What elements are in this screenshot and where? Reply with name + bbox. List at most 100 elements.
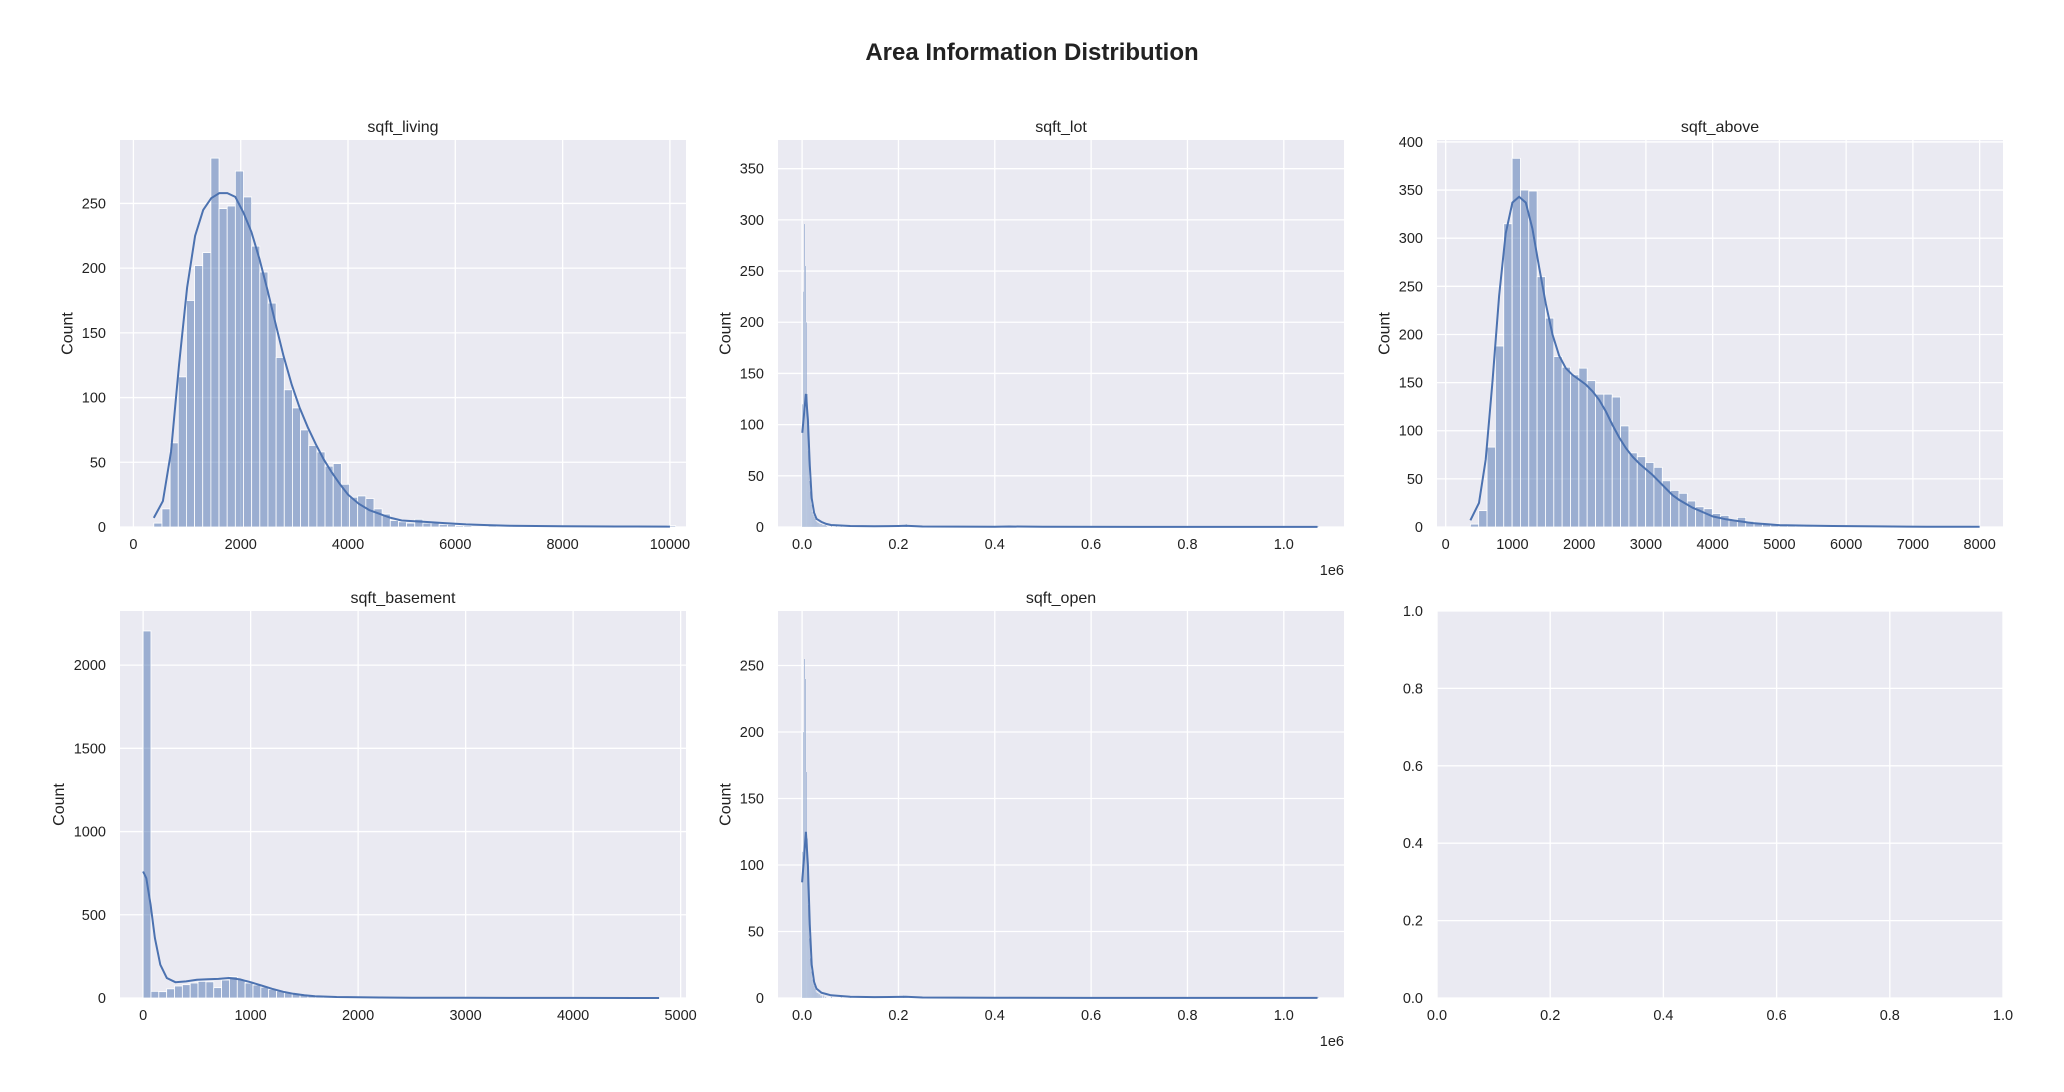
y-tick-label: 50: [1407, 472, 1423, 488]
histogram-bar: [283, 389, 293, 528]
histogram-bar: [234, 170, 244, 528]
histogram-bar: [820, 523, 822, 528]
histogram-bar: [1520, 189, 1530, 528]
y-tick-label: 0.4: [1403, 836, 1423, 852]
histogram-bar: [825, 524, 827, 528]
histogram-bar: [142, 630, 152, 999]
x-tick-label: 6000: [1830, 537, 1862, 553]
y-tick-label: 250: [1399, 279, 1423, 295]
y-tick-label: 100: [1399, 424, 1423, 440]
y-tick-label: 150: [740, 366, 764, 382]
x-tick-label: 3000: [1630, 537, 1662, 553]
histogram-bar: [197, 980, 207, 999]
histogram-bar: [243, 196, 253, 528]
histogram-bar: [186, 300, 195, 528]
histogram-bar: [813, 516, 815, 528]
histogram-bar: [1469, 523, 1480, 528]
histogram-bar: [324, 465, 334, 528]
y-tick-label: 200: [740, 725, 764, 741]
histogram-bar: [809, 958, 811, 999]
histogram-bar: [316, 451, 326, 528]
y-tick-label: 150: [1399, 376, 1423, 392]
histogram-bar: [1561, 366, 1571, 528]
histogram-bar: [812, 983, 814, 999]
histogram-bar: [805, 322, 808, 528]
x-tick-label: 7000: [1897, 537, 1929, 553]
y-tick-label: 250: [740, 264, 764, 280]
histogram-bar: [300, 429, 310, 528]
y-tick-label: 0: [1415, 520, 1423, 536]
subplot-sqft_basement: 0 1000 2000 3000 4000 5000 0 500 1000 1500 2000 sqf…: [51, 590, 697, 1024]
histogram-bar: [1703, 508, 1713, 528]
axes-background: [120, 611, 686, 998]
histogram-bar: [153, 522, 163, 528]
histogram-bar: [1711, 513, 1722, 528]
x-tick-label: 2000: [225, 537, 257, 553]
histogram-bar: [822, 524, 824, 528]
x-tick-label: 0.2: [1540, 1008, 1560, 1024]
subplot-grid: 0 2000 4000 6000 8000 10000050100150200250sqf…: [51, 119, 2013, 1050]
histogram-bar: [1570, 374, 1580, 528]
histogram-bar: [150, 990, 160, 999]
subplot-empty: 0.0 0.2 0.4 0.6 0.8 1.0 0.0 0.2 0.4 0.6 0.8 1.0: [1403, 604, 2013, 1024]
histogram-bar: [218, 208, 228, 528]
histogram-bar: [174, 985, 183, 999]
histogram-bar: [1611, 396, 1621, 528]
y-tick-label: 200: [1399, 327, 1423, 343]
histogram-bar: [365, 498, 375, 528]
histogram-bar: [815, 520, 817, 528]
histogram-bar: [825, 996, 827, 999]
subplot-title: sqft_lot: [1035, 119, 1087, 136]
histogram-bar: [210, 157, 220, 528]
axes-background: [778, 140, 1344, 527]
x-tick-label: 4000: [332, 537, 364, 553]
figure-title: Area Information Distribution: [865, 39, 1198, 66]
y-tick-label: 350: [740, 162, 764, 178]
y-tick-label: 0: [756, 520, 764, 536]
histogram-bar: [823, 995, 825, 999]
histogram-bar: [389, 520, 399, 528]
y-tick-label: 350: [1399, 183, 1423, 199]
histogram-bar: [1553, 356, 1563, 528]
histogram-bar: [810, 504, 812, 528]
y-axis-label: Count: [1377, 312, 1394, 355]
y-tick-label: 300: [1399, 231, 1423, 247]
x-tick-label: 0.6: [1081, 1008, 1101, 1024]
histogram-bar: [803, 658, 806, 999]
x-tick-label: 8000: [546, 537, 578, 553]
histogram-bar: [292, 407, 301, 528]
x-tick-label: 1000: [1496, 537, 1528, 553]
histogram-bar: [1578, 367, 1588, 528]
histogram-bar: [259, 271, 269, 528]
histogram-bar: [332, 463, 342, 528]
histogram-bar: [817, 992, 819, 999]
histogram-bar: [826, 525, 828, 528]
y-axis-label: Count: [60, 312, 77, 355]
x-tick-label: 1.0: [1274, 1008, 1294, 1024]
histogram-bar: [808, 480, 810, 528]
histogram-bar: [814, 988, 816, 999]
histogram-bar: [1486, 446, 1496, 528]
histogram-bar: [308, 445, 318, 528]
y-tick-label: 0: [98, 991, 106, 1007]
histogram-bar: [813, 985, 815, 999]
y-tick-label: 300: [740, 213, 764, 229]
kde-line: [801, 393, 1318, 528]
histogram-bar: [821, 995, 823, 999]
subplot-sqft_open: 0.0 0.2 0.4 0.6 0.8 1.0 0 50 100 150 200 250 1e6 sqft…: [718, 590, 1344, 1050]
y-tick-label: 200: [82, 261, 106, 277]
x-tick-label: 10000: [650, 537, 690, 553]
subplot-title: sqft_open: [1026, 590, 1096, 607]
histogram-bar: [1628, 452, 1638, 528]
x-tick-label: 5000: [664, 1008, 696, 1024]
histogram-bar: [244, 982, 254, 999]
x-tick-label: 0.0: [792, 1008, 812, 1024]
histogram-bar: [252, 984, 262, 999]
histogram-bar: [1545, 317, 1555, 528]
histogram-bar: [830, 996, 833, 999]
y-tick-label: 0.6: [1403, 759, 1423, 775]
histogram-bar: [267, 302, 277, 528]
histogram-bar: [194, 265, 204, 528]
kde-line: [152, 192, 670, 528]
